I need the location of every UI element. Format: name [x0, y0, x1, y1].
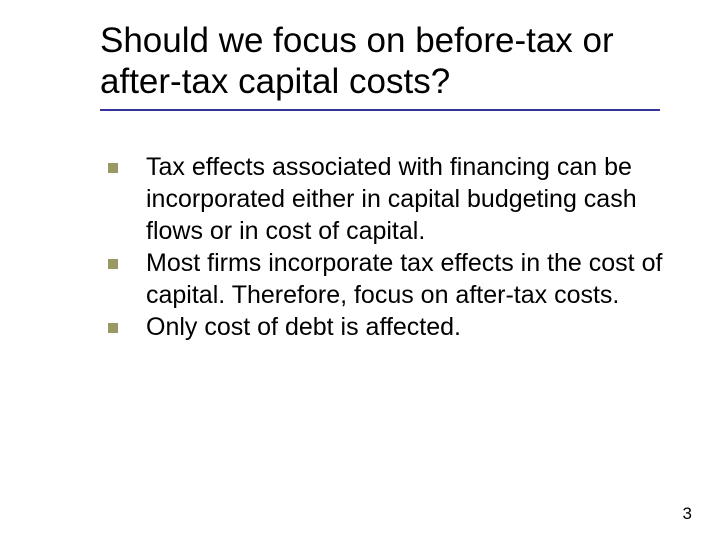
square-bullet-icon	[108, 323, 118, 333]
list-item: Only cost of debt is affected.	[108, 311, 670, 343]
list-item: Most firms incorporate tax effects in th…	[108, 247, 670, 311]
bullet-text: Only cost of debt is affected.	[146, 311, 670, 343]
page-number: 3	[683, 504, 692, 524]
bullet-list: Tax effects associated with financing ca…	[100, 151, 670, 343]
square-bullet-icon	[108, 163, 118, 173]
slide: Should we focus on before-tax or after-t…	[0, 0, 720, 540]
bullet-text: Tax effects associated with financing ca…	[146, 151, 670, 247]
slide-title: Should we focus on before-tax or after-t…	[100, 20, 670, 103]
list-item: Tax effects associated with financing ca…	[108, 151, 670, 247]
title-underline	[100, 109, 660, 111]
bullet-text: Most firms incorporate tax effects in th…	[146, 247, 670, 311]
square-bullet-icon	[108, 259, 118, 269]
